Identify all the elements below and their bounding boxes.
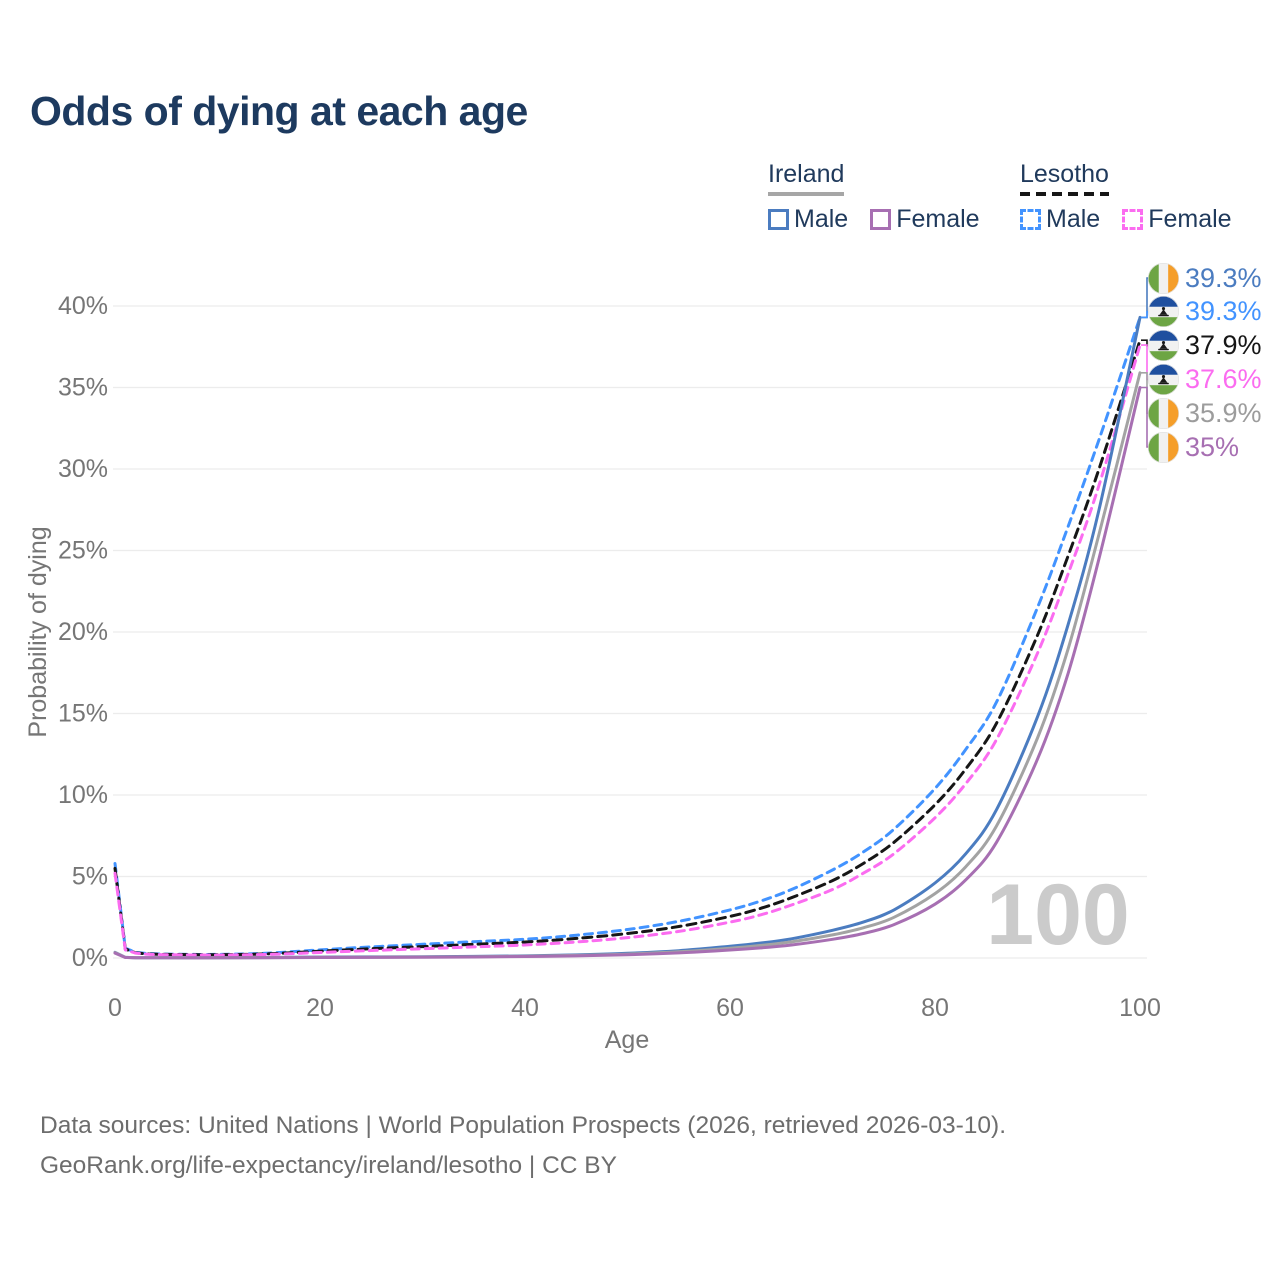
end-value: 39.3% [1185,296,1262,327]
x-tick-60: 60 [716,994,744,1022]
y-tick-35: 35% [58,374,108,402]
y-tick-20: 20% [58,618,108,646]
end-label-lesotho-both-sexes: 37.9% [1148,330,1262,362]
x-tick-20: 20 [306,994,334,1022]
lesotho-flag-icon [1148,296,1179,328]
y-tick-30: 30% [58,455,108,483]
lesotho-flag-icon [1148,330,1179,362]
legend-country-lesotho: Lesotho [1020,160,1109,188]
ireland-flag-icon [1148,397,1179,429]
y-tick-15: 15% [58,700,108,728]
legend-label-lesotho-male: Male [1046,205,1101,233]
end-value: 35.9% [1185,397,1262,428]
series-line-ireland-female[interactable] [113,386,1142,960]
legend-item-lesotho-male[interactable]: Male [1020,205,1100,234]
end-label-ireland-female: 35% [1148,431,1239,463]
legend-group-lesotho: Lesotho Male Female [1020,160,1232,234]
y-axis-tick-labels: 0% 5% 10% 15% 20% 25% 30% 35% 40% [58,292,108,972]
y-tick-25: 25% [58,537,108,565]
y-tick-10: 10% [58,781,108,809]
lesotho-flag-icon [1148,363,1179,395]
legend-item-lesotho-female[interactable]: Female [1122,205,1232,234]
end-value: 37.6% [1185,363,1262,394]
ireland-flag-icon [1148,431,1179,463]
end-label-ireland-both-sexes: 35.9% [1148,397,1262,429]
legend-label-lesotho-female: Female [1148,205,1232,233]
x-axis-title: Age [605,1026,649,1054]
legend-item-ireland-female[interactable]: Female [870,205,980,234]
sources-line-1: Data sources: United Nations | World Pop… [40,1112,1007,1139]
end-label-ireland-male: 39.3% [1148,262,1262,294]
page-title: Odds of dying at each age [30,88,528,134]
legend-country-ireland: Ireland [768,160,845,188]
y-axis-title: Probability of dying [24,526,52,737]
series-lines [113,315,1142,960]
legend-item-ireland-male[interactable]: Male [768,205,848,234]
legend-label-ireland-female: Female [896,205,980,233]
ireland-flag-icon [1148,262,1179,294]
x-axis-tick-labels: 0 20 40 60 80 100 [108,994,1161,1022]
y-tick-40: 40% [58,292,108,320]
legend-swatch-lesotho-male[interactable] [1020,209,1041,230]
end-label-lesotho-female: 37.6% [1148,363,1262,395]
x-tick-0: 0 [108,994,122,1022]
y-tick-5: 5% [72,863,108,891]
x-tick-40: 40 [511,994,539,1022]
legend-underline-ireland-solid [768,192,845,196]
series-line-lesotho-female[interactable] [113,343,1142,957]
legend-swatch-lesotho-female[interactable] [1122,209,1144,230]
series-line-lesotho-both-sexes[interactable] [113,338,1142,957]
y-tick-0: 0% [72,944,108,972]
legend-group-ireland: Ireland Male Female [768,160,980,234]
end-value: 35% [1185,431,1240,462]
legend-swatch-ireland-female[interactable] [870,209,892,230]
sources-line-2: GeoRank.org/life-expectancy/ireland/leso… [40,1152,617,1179]
legend-header-ireland: Ireland [768,160,845,196]
end-value: 39.3% [1185,262,1262,293]
age-watermark: 100 [986,867,1130,963]
x-tick-100: 100 [1119,994,1161,1022]
legend-header-lesotho: Lesotho [1020,160,1109,196]
legend-label-ireland-male: Male [794,205,849,233]
legend-swatch-ireland-male[interactable] [768,209,789,230]
gridlines [113,305,1147,959]
series-line-ireland-male[interactable] [113,315,1142,960]
x-tick-80: 80 [921,994,949,1022]
data-sources: Data sources: United Nations | World Pop… [40,1106,1006,1186]
end-label-lesotho-male: 39.3% [1148,296,1262,328]
legend-underline-lesotho-dashed [1020,192,1109,196]
end-value: 37.9% [1185,330,1262,361]
